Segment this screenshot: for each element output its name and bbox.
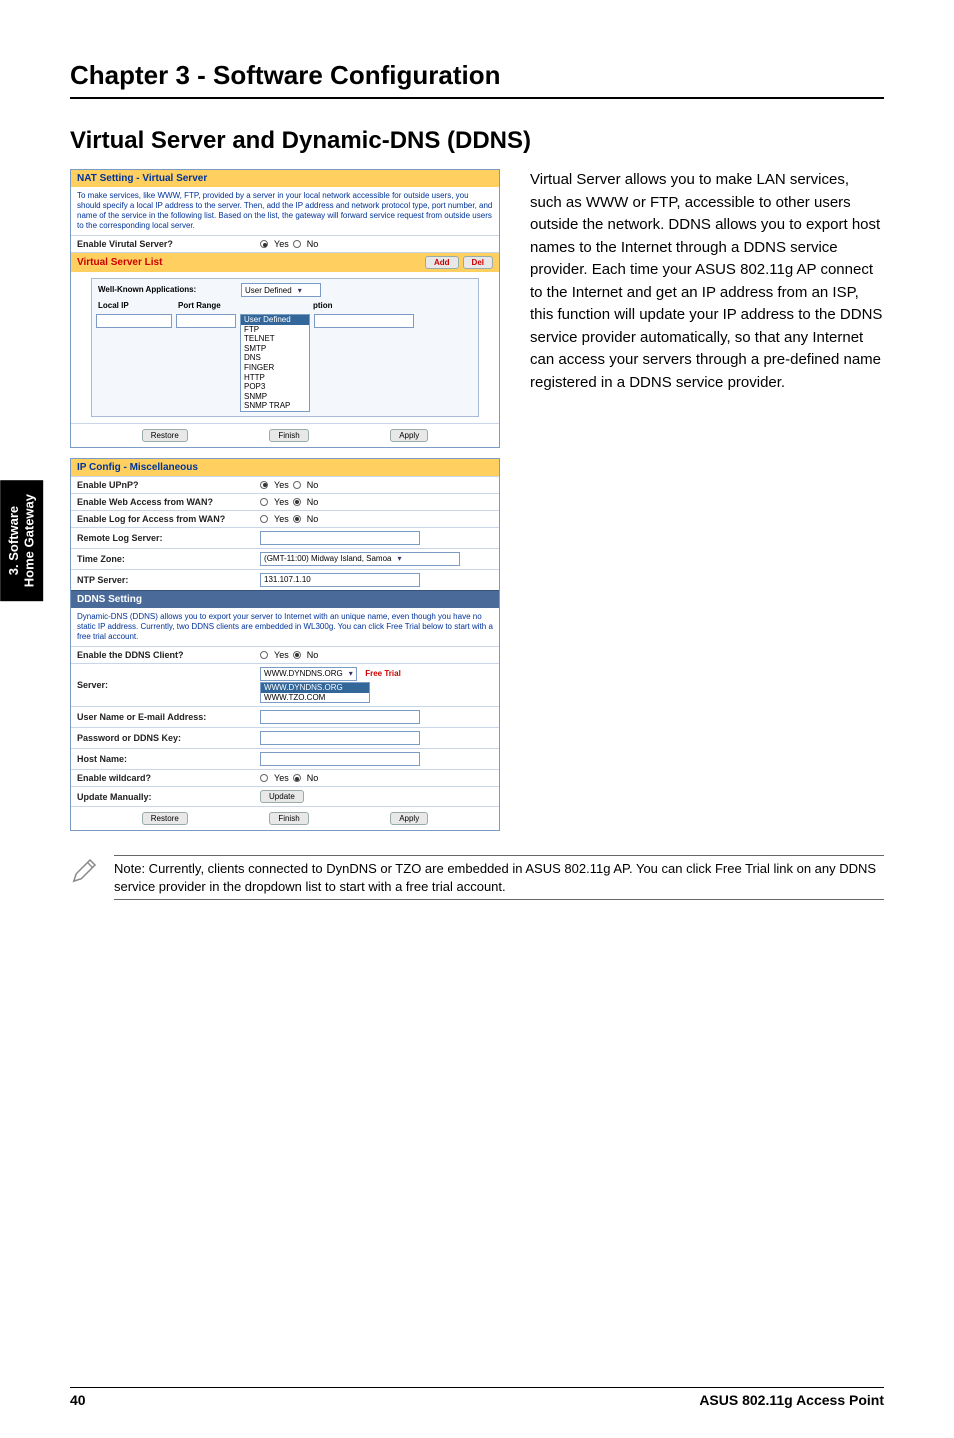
vsl-box: Well-Known Applications: User Defined Lo… xyxy=(91,278,479,417)
desc-input[interactable] xyxy=(314,314,414,328)
row-server: Server: WWW.DYNDNS.ORG Free Trial WWW.DY… xyxy=(71,663,499,706)
upnp-yes[interactable] xyxy=(260,481,268,489)
radio-no[interactable] xyxy=(293,240,301,248)
virtual-server-list-header: Virtual Server List Add Del xyxy=(71,252,499,272)
page-body: Chapter 3 - Software Configuration Virtu… xyxy=(0,0,954,1438)
server-list[interactable]: WWW.DYNDNS.ORG WWW.TZO.COM xyxy=(260,682,370,703)
content-row: NAT Setting - Virtual Server To make ser… xyxy=(70,169,884,841)
logwan-yes[interactable] xyxy=(260,515,268,523)
col-desc: ption xyxy=(311,299,335,312)
footer-title: ASUS 802.11g Access Point xyxy=(699,1392,884,1408)
wild-no[interactable] xyxy=(293,774,301,782)
enable-vs-label: Enable Virutal Server? xyxy=(77,239,260,249)
del-button[interactable]: Del xyxy=(463,256,493,269)
ddns-header: DDNS Setting xyxy=(71,590,499,608)
add-button[interactable]: Add xyxy=(425,256,459,269)
footer: 40 ASUS 802.11g Access Point xyxy=(70,1387,884,1408)
ddns-yes[interactable] xyxy=(260,651,268,659)
col-port-range: Port Range xyxy=(176,299,241,312)
row-remote-log: Remote Log Server: xyxy=(71,527,499,548)
free-trial-link[interactable]: Free Trial xyxy=(365,669,401,678)
row-tz: Time Zone: (GMT-11:00) Midway Island, Sa… xyxy=(71,548,499,569)
col-local-ip: Local IP xyxy=(96,299,176,312)
ipconfig-bottom-buttons: Restore Finish Apply xyxy=(71,806,499,830)
well-known-select[interactable]: User Defined xyxy=(241,283,321,297)
pencil-icon xyxy=(70,855,100,890)
pass-input[interactable] xyxy=(260,731,420,745)
apply-button-2[interactable]: Apply xyxy=(390,812,428,825)
tz-select[interactable]: (GMT-11:00) Midway Island, Samoa xyxy=(260,552,460,566)
row-log-wan: Enable Log for Access from WAN? Yes No xyxy=(71,510,499,527)
ddns-desc: Dynamic-DNS (DDNS) allows you to export … xyxy=(71,608,499,646)
nat-bottom-buttons: Restore Finish Apply xyxy=(71,423,499,447)
left-column: NAT Setting - Virtual Server To make ser… xyxy=(70,169,500,841)
protocol-dropdown[interactable]: User Defined FTP TELNET SMTP DNS FINGER … xyxy=(240,314,310,412)
page-number: 40 xyxy=(70,1392,86,1408)
logwan-no[interactable] xyxy=(293,515,301,523)
row-user: User Name or E-mail Address: xyxy=(71,706,499,727)
chapter-title: Chapter 3 - Software Configuration xyxy=(70,60,884,99)
user-input[interactable] xyxy=(260,710,420,724)
ipconfig-panel: IP Config - Miscellaneous Enable UPnP? Y… xyxy=(70,458,500,831)
restore-button[interactable]: Restore xyxy=(142,429,188,442)
row-upnp: Enable UPnP? Yes No xyxy=(71,476,499,493)
finish-button-2[interactable]: Finish xyxy=(269,812,308,825)
upnp-no[interactable] xyxy=(293,481,301,489)
host-input[interactable] xyxy=(260,752,420,766)
ipconfig-title: IP Config - Miscellaneous xyxy=(71,459,499,476)
row-web-wan: Enable Web Access from WAN? Yes No xyxy=(71,493,499,510)
port-range-input[interactable] xyxy=(176,314,236,328)
note-row: Note: Currently, clients connected to Dy… xyxy=(70,855,884,900)
row-ntp: NTP Server: xyxy=(71,569,499,590)
note-text: Note: Currently, clients connected to Dy… xyxy=(114,855,884,900)
section-title: Virtual Server and Dynamic-DNS (DDNS) xyxy=(70,127,884,155)
update-button[interactable]: Update xyxy=(260,790,304,803)
radio-yes[interactable] xyxy=(260,240,268,248)
restore-button-2[interactable]: Restore xyxy=(142,812,188,825)
remote-log-input[interactable] xyxy=(260,531,420,545)
nat-panel-title: NAT Setting - Virtual Server xyxy=(71,170,499,187)
webwan-yes[interactable] xyxy=(260,498,268,506)
nat-panel-desc: To make services, like WWW, FTP, provide… xyxy=(71,187,499,235)
well-known-label: Well-Known Applications: xyxy=(96,283,241,297)
finish-button[interactable]: Finish xyxy=(269,429,308,442)
paragraph: Virtual Server allows you to make LAN se… xyxy=(530,169,884,841)
ddns-no[interactable] xyxy=(293,651,301,659)
row-pass: Password or DDNS Key: xyxy=(71,727,499,748)
wild-yes[interactable] xyxy=(260,774,268,782)
side-tab: 3. Software Home Gateway xyxy=(0,480,43,601)
enable-vs-value: Yes No xyxy=(260,239,493,249)
row-update: Update Manually: Update xyxy=(71,786,499,806)
ntp-input[interactable] xyxy=(260,573,420,587)
server-select[interactable]: WWW.DYNDNS.ORG xyxy=(260,667,357,681)
apply-button[interactable]: Apply xyxy=(390,429,428,442)
webwan-no[interactable] xyxy=(293,498,301,506)
row-wildcard: Enable wildcard? Yes No xyxy=(71,769,499,786)
row-host: Host Name: xyxy=(71,748,499,769)
row-ddns-enable: Enable the DDNS Client? Yes No xyxy=(71,646,499,663)
enable-virtual-server-row: Enable Virutal Server? Yes No xyxy=(71,235,499,252)
nat-panel: NAT Setting - Virtual Server To make ser… xyxy=(70,169,500,448)
local-ip-input[interactable] xyxy=(96,314,172,328)
